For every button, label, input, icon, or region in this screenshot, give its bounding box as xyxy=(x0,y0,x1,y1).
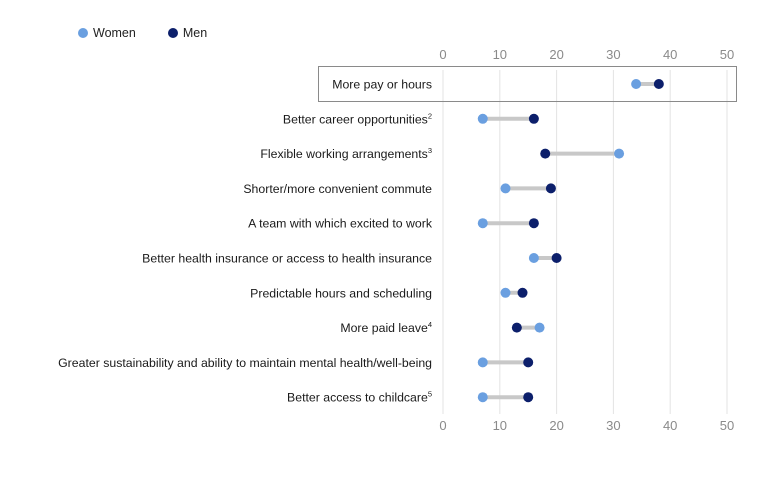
category-label-text: Better access to childcare xyxy=(287,391,428,405)
point-men xyxy=(511,322,522,333)
point-women xyxy=(528,253,539,263)
category-footnote-sup: 5 xyxy=(428,390,432,399)
point-women xyxy=(477,113,488,124)
x-tick-label-top-40: 40 xyxy=(663,47,677,62)
x-tick-label-bottom-30: 30 xyxy=(606,418,620,433)
category-label: Better career opportunities2 xyxy=(283,111,432,126)
x-tick-label-bottom-50: 50 xyxy=(720,418,734,433)
category-label: Predictable hours and scheduling xyxy=(250,286,432,300)
category-label: Better access to childcare5 xyxy=(287,390,432,405)
point-women xyxy=(477,392,488,403)
point-women xyxy=(477,357,488,368)
legend-label-women: Women xyxy=(93,26,136,40)
point-men xyxy=(523,357,534,368)
category-label-text: A team with which excited to work xyxy=(248,217,433,231)
category-label-text: More pay or hours xyxy=(332,78,432,92)
point-men xyxy=(540,148,551,159)
legend-item-women: Women xyxy=(78,26,136,40)
point-men xyxy=(528,113,539,124)
category-footnote-sup: 2 xyxy=(428,111,432,120)
point-women xyxy=(477,218,488,229)
x-tick-label-top-20: 20 xyxy=(549,47,563,62)
category-label: More pay or hours xyxy=(332,78,432,92)
legend-swatch-men xyxy=(167,28,178,38)
x-tick-label-bottom-0: 0 xyxy=(439,418,446,433)
category-footnote-sup: 4 xyxy=(428,320,432,329)
x-tick-label-top-0: 0 xyxy=(439,47,446,62)
point-men xyxy=(551,253,562,263)
category-label-text: Flexible working arrangements xyxy=(260,147,427,161)
point-women xyxy=(614,148,625,159)
category-label-text: More paid leave xyxy=(340,321,428,335)
category-label-text: Shorter/more convenient commute xyxy=(243,182,432,196)
category-label: Shorter/more convenient commute xyxy=(243,182,432,196)
point-women xyxy=(500,183,511,194)
legend-label-men: Men xyxy=(182,26,208,40)
point-men xyxy=(653,79,664,89)
point-men xyxy=(523,392,534,403)
category-label: Greater sustainability and ability to ma… xyxy=(58,356,432,370)
category-footnote-sup: 3 xyxy=(428,146,432,155)
point-men xyxy=(545,183,556,194)
point-men xyxy=(517,287,528,298)
highlight-box xyxy=(318,66,737,102)
point-women xyxy=(631,79,642,89)
x-tick-label-top-30: 30 xyxy=(606,47,620,62)
category-label: Better health insurance or access to hea… xyxy=(142,252,432,266)
point-women xyxy=(534,322,545,333)
category-label-text: Greater sustainability and ability to ma… xyxy=(58,356,432,370)
legend-swatch-women xyxy=(78,28,88,38)
point-women xyxy=(500,287,511,298)
x-tick-label-top-50: 50 xyxy=(720,47,734,62)
x-tick-label-bottom-20: 20 xyxy=(549,418,563,433)
category-label: More paid leave4 xyxy=(340,320,432,335)
category-label: A team with which excited to work xyxy=(248,217,433,231)
x-tick-label-top-10: 10 xyxy=(493,47,507,62)
legend-item-men: Men xyxy=(167,26,208,40)
category-label: Flexible working arrangements3 xyxy=(260,146,432,161)
category-label-text: Predictable hours and scheduling xyxy=(250,286,432,300)
point-men xyxy=(528,218,539,229)
legend: Women Men xyxy=(78,26,239,40)
category-label-text: Better career opportunities xyxy=(283,112,428,126)
category-label-text: Better health insurance or access to hea… xyxy=(142,252,432,266)
x-tick-label-bottom-10: 10 xyxy=(493,418,507,433)
x-tick-label-bottom-40: 40 xyxy=(663,418,677,433)
